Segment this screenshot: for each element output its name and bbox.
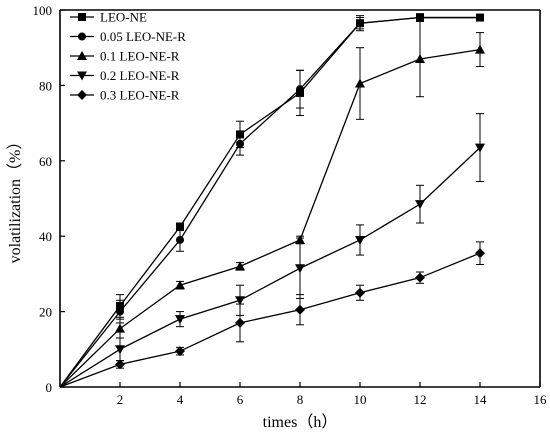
legend-item: 0.05 LEO-NE-R [70, 29, 186, 44]
legend-item: 0.2 LEO-NE-R [70, 68, 180, 83]
data-point [355, 78, 365, 88]
data-point [235, 317, 245, 328]
data-point [475, 44, 485, 54]
legend-marker [77, 71, 87, 81]
series-line [59, 252, 481, 388]
x-tick-label: 4 [177, 392, 184, 407]
series-line [59, 16, 480, 388]
y-tick-label: 20 [39, 305, 52, 320]
data-point [235, 296, 245, 306]
data-point [356, 19, 364, 28]
legend-marker [78, 13, 86, 21]
legend-item: LEO-NE [70, 10, 147, 25]
legend-item: 0.3 LEO-NE-R [70, 88, 180, 103]
x-tick-label: 2 [117, 392, 124, 407]
x-tick-label: 12 [414, 392, 427, 407]
y-tick-label: 40 [39, 229, 52, 244]
legend-label: 0.2 LEO-NE-R [100, 68, 180, 83]
data-point [115, 345, 125, 355]
legend-label: 0.05 LEO-NE-R [100, 29, 186, 44]
series-line [59, 48, 481, 388]
data-point [236, 139, 244, 148]
y-tick-label: 100 [33, 3, 53, 18]
x-tick-label: 14 [474, 392, 488, 407]
series-circle [59, 13, 484, 388]
data-point [476, 13, 484, 22]
x-tick-label: 6 [237, 392, 244, 407]
legend-marker [77, 51, 87, 60]
legend-marker [78, 32, 86, 41]
data-point [415, 272, 425, 283]
data-point [116, 307, 124, 316]
legend-label: 0.3 LEO-NE-R [100, 88, 180, 103]
legend-marker [77, 90, 87, 100]
data-point [295, 264, 305, 274]
data-point [296, 85, 304, 94]
series-triangle-up [59, 20, 485, 388]
data-point [355, 235, 365, 245]
axes: 2 4 6 8 10 12 14 16 0 20 40 60 80 100 [33, 3, 548, 407]
legend: LEO-NE 0.05 LEO-NE-R 0.1 LEO-NE-R 0.2 LEO-N… [70, 10, 186, 103]
data-point [175, 346, 185, 357]
data-point [475, 143, 485, 153]
series-layer [59, 13, 485, 388]
data-point [355, 287, 365, 298]
x-tick-label: 8 [297, 392, 304, 407]
data-point [115, 323, 125, 333]
legend-label: LEO-NE [100, 10, 147, 25]
series-triangle-down [59, 113, 485, 388]
data-point [416, 13, 424, 22]
data-point [175, 280, 185, 290]
series-diamond [59, 241, 485, 388]
data-point [176, 222, 184, 231]
series-line [59, 147, 481, 388]
data-point [175, 315, 185, 325]
x-tick-label: 10 [354, 392, 367, 407]
origin-label: 0 [46, 380, 53, 395]
y-axis-label: volatilization（%） [6, 134, 24, 264]
data-point [475, 248, 485, 259]
data-point [415, 54, 425, 64]
x-axis-label: times（h） [263, 413, 338, 431]
data-point [415, 200, 425, 210]
data-point [176, 235, 184, 244]
x-tick-label: 16 [534, 392, 548, 407]
data-point [115, 359, 125, 370]
data-point [295, 304, 305, 315]
legend-item: 0.1 LEO-NE-R [70, 49, 180, 64]
data-point [235, 261, 245, 271]
y-tick-label: 60 [39, 154, 52, 169]
legend-label: 0.1 LEO-NE-R [100, 49, 180, 64]
y-tick-label: 80 [39, 78, 52, 93]
